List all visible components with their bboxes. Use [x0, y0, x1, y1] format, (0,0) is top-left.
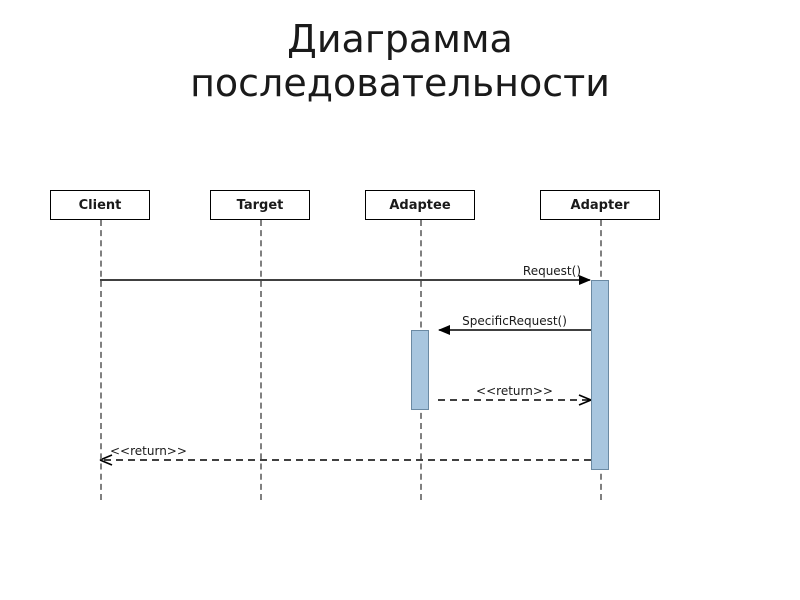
message-label-3: <<return>>: [110, 444, 187, 458]
message-label-2: <<return>>: [476, 384, 553, 398]
title-line-1: Диаграмма: [287, 17, 513, 61]
participant-adaptee: Adaptee: [365, 190, 475, 220]
activation-adaptee: [411, 330, 429, 410]
title-line-2: последовательности: [190, 61, 610, 105]
activation-adapter: [591, 280, 609, 470]
message-label-0: Request(): [523, 264, 581, 278]
sequence-diagram: ClientTargetAdapteeAdapterRequest()Speci…: [60, 190, 740, 520]
participant-client: Client: [50, 190, 150, 220]
message-label-1: SpecificRequest(): [462, 314, 567, 328]
lifeline-target: [260, 220, 262, 500]
message-arrowhead-1: [438, 325, 450, 335]
lifeline-client: [100, 220, 102, 500]
participant-adapter: Adapter: [540, 190, 660, 220]
arrow-layer: [60, 190, 740, 520]
page-title: Диаграмма последовательности: [0, 0, 800, 105]
participant-target: Target: [210, 190, 310, 220]
